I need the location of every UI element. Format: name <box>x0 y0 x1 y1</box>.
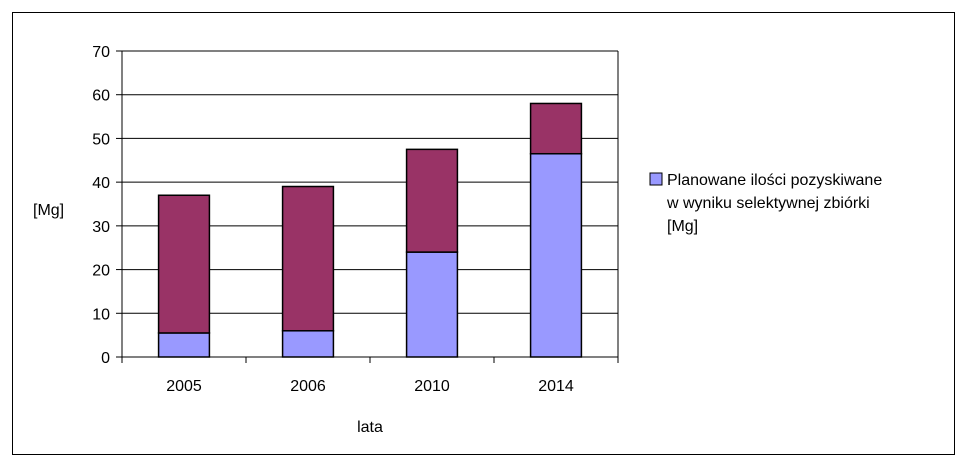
bar-segment-2005-series-1 <box>157 332 211 358</box>
bar-segment-2005-series-2 <box>157 194 211 334</box>
bar-segment-2006-series-1 <box>281 330 335 358</box>
bar-segment-2010-series-1 <box>405 251 459 358</box>
y-tick-label: 20 <box>92 263 110 280</box>
y-tick-label: 10 <box>92 306 110 323</box>
x-tick-label: 2006 <box>290 378 326 395</box>
y-tick-label: 0 <box>101 350 110 367</box>
y-tick-labels: 0 10 20 30 40 50 60 70 <box>92 44 110 367</box>
legend-label-line-1: Planowane ilości pozyskiwane <box>667 172 882 189</box>
bar-segment-2006-series-2 <box>281 185 335 332</box>
x-tick-label: 2014 <box>538 378 574 395</box>
y-tick-label: 50 <box>92 131 110 148</box>
bar-segment-2014-series-2 <box>529 102 583 155</box>
x-tick-labels: 2005 2006 2010 2014 <box>166 378 574 395</box>
legend: Planowane ilości pozyskiwane w wyniku se… <box>649 172 882 235</box>
x-tick-label: 2005 <box>166 378 202 395</box>
legend-swatch <box>649 172 663 186</box>
legend-label-line-2: w wyniku selektywnej zbiórki <box>666 195 870 212</box>
legend-label-line-3: [Mg] <box>667 218 698 235</box>
bars <box>157 102 583 358</box>
bar-segment-2014-series-1 <box>529 152 583 358</box>
x-axis-label: lata <box>357 419 383 436</box>
x-tick-label: 2010 <box>414 378 450 395</box>
y-tick-label: 40 <box>92 175 110 192</box>
y-axis-label: [Mg] <box>33 202 64 219</box>
axes <box>116 50 619 363</box>
y-tick-label: 60 <box>92 88 110 105</box>
y-tick-label: 30 <box>92 219 110 236</box>
bar-segment-2010-series-2 <box>405 148 459 253</box>
y-tick-label: 70 <box>92 44 110 61</box>
